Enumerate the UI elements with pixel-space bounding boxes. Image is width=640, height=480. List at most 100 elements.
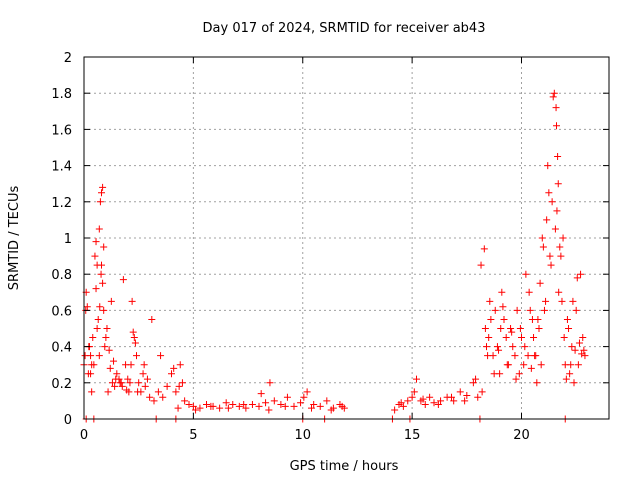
data-point (338, 402, 346, 410)
data-point (472, 375, 480, 383)
data-point (563, 315, 571, 323)
data-point (91, 252, 99, 260)
y-tick-labels: 0 0.2 0.4 0.6 0.8 1 1.2 1.4 1.6 1.8 2 (51, 51, 72, 428)
data-point (437, 397, 445, 405)
data-point (578, 350, 586, 358)
data-point (316, 402, 324, 410)
y-tick-label: 0.8 (51, 268, 72, 283)
data-point (555, 288, 563, 296)
data-point (515, 370, 523, 378)
data-point (99, 183, 107, 191)
data-point (303, 388, 311, 396)
data-point (143, 375, 151, 383)
data-point (127, 361, 135, 369)
data-point (512, 375, 520, 383)
data-point (323, 397, 331, 405)
data-point (537, 361, 545, 369)
data-point (277, 401, 285, 409)
data-point (499, 303, 507, 311)
data-point (570, 379, 578, 387)
data-point (172, 388, 180, 396)
x-tick-label: 10 (294, 428, 311, 443)
data-point (513, 306, 521, 314)
data-point (113, 370, 121, 378)
data-point (550, 89, 558, 97)
data-point (544, 162, 552, 170)
data-point (463, 391, 471, 399)
data-point (203, 401, 210, 409)
data-point (88, 388, 96, 396)
x-tick-label: 15 (404, 428, 421, 443)
data-point (558, 297, 566, 305)
data-point (483, 343, 490, 351)
data-point (87, 352, 95, 360)
data-point (105, 346, 113, 354)
data-point (242, 404, 250, 412)
data-point (565, 325, 573, 332)
data-point (133, 352, 140, 360)
data-point (119, 276, 127, 284)
data-point (426, 393, 434, 401)
data-point (174, 404, 182, 412)
data-point (176, 361, 184, 369)
data-point (94, 315, 102, 323)
data-point (560, 334, 568, 342)
y-axis-label: SRMTID / TECUs (7, 186, 22, 291)
data-point (448, 393, 455, 401)
data-point (100, 306, 108, 314)
data-point (503, 361, 511, 369)
data-point (490, 370, 498, 378)
data-point (290, 402, 298, 410)
data-point (255, 402, 263, 410)
data-point (150, 397, 158, 405)
data-point (507, 325, 515, 332)
data-point (88, 361, 96, 369)
data-series-srmtid (80, 89, 589, 423)
data-point (124, 375, 132, 383)
data-point (154, 388, 162, 396)
x-tick-label: 20 (513, 428, 530, 443)
data-point (477, 261, 485, 269)
x-axis-label: GPS time / hours (290, 459, 399, 474)
data-point (95, 225, 103, 233)
data-point (474, 393, 482, 401)
data-point (485, 334, 493, 342)
data-point (579, 334, 587, 342)
data-point (126, 379, 134, 387)
data-point (469, 379, 477, 387)
data-point (98, 189, 105, 197)
data-point (95, 352, 103, 360)
data-point (508, 328, 516, 336)
data-point (192, 406, 200, 414)
data-point (491, 306, 499, 314)
data-point (224, 404, 232, 412)
data-point (487, 315, 495, 323)
data-point (139, 370, 147, 378)
data-point (168, 370, 175, 378)
data-point (300, 393, 308, 401)
data-point (511, 352, 519, 360)
data-point (216, 404, 224, 412)
data-point (581, 352, 589, 360)
data-point (559, 234, 567, 242)
data-point (552, 104, 560, 112)
data-point (163, 382, 171, 390)
data-point (222, 399, 230, 407)
data-point (175, 382, 183, 390)
data-point (556, 243, 564, 251)
data-point (92, 285, 100, 293)
data-point (170, 364, 178, 372)
data-point (577, 270, 585, 278)
data-point (265, 406, 273, 414)
data-point (404, 397, 412, 405)
data-point (481, 325, 489, 332)
data-point (543, 216, 551, 224)
data-point (539, 243, 547, 251)
data-point (130, 334, 138, 342)
data-point (430, 399, 438, 407)
y-tick-label: 1.4 (51, 160, 72, 175)
data-point (521, 343, 529, 351)
data-point (493, 343, 501, 351)
